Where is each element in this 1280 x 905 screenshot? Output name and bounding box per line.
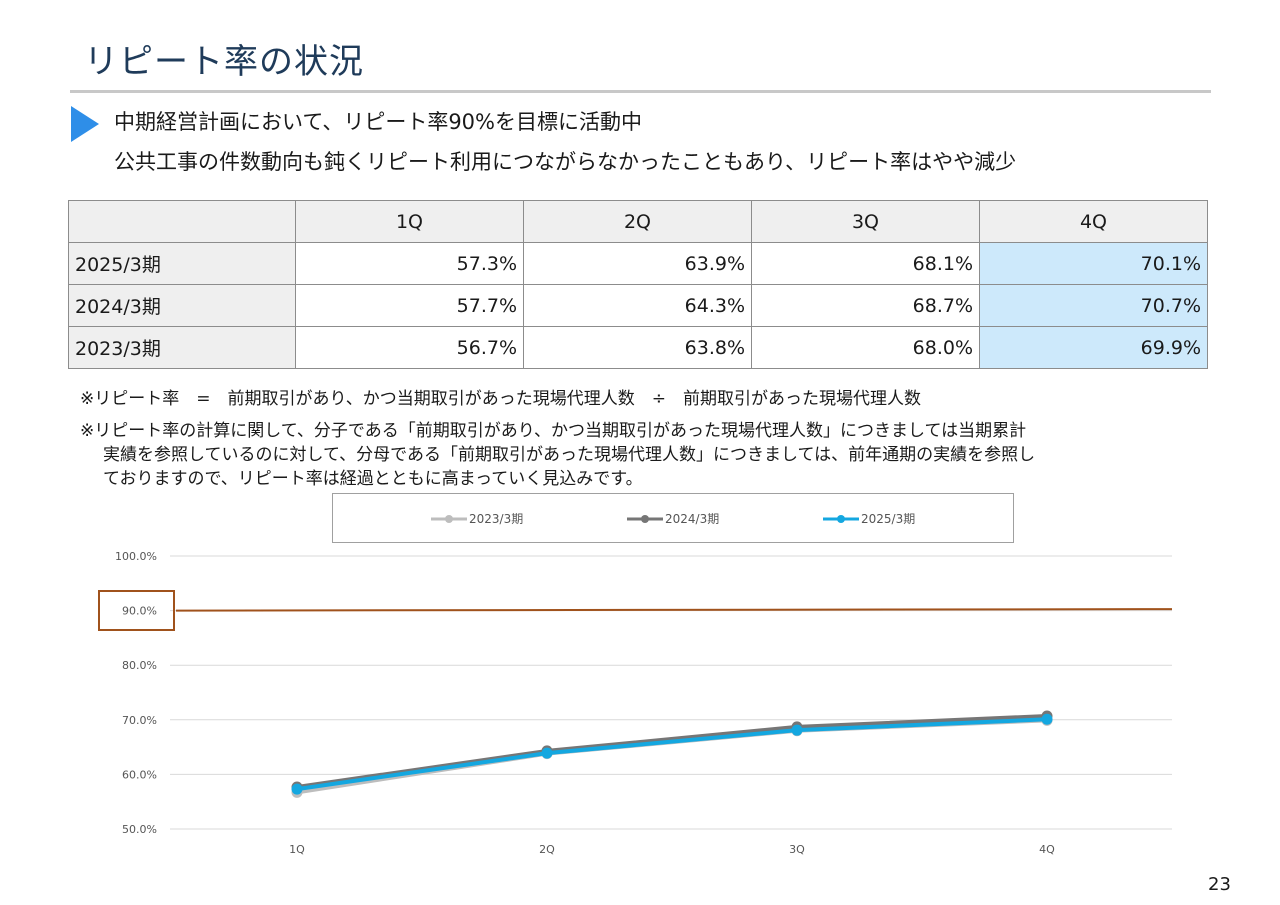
table-cell: 68.0% xyxy=(751,326,980,369)
explanation-note-1: ※リピート率の計算に関して、分子である「前期取引があり、かつ当期取引があった現場… xyxy=(80,421,1027,441)
target-line xyxy=(175,608,1173,612)
slide-title: リピート率の状況 xyxy=(84,42,364,82)
table-header-cell xyxy=(68,200,296,243)
y-tick-label: 60.0% xyxy=(122,768,157,781)
legend-entry-2025: 2025/3期 xyxy=(823,510,915,527)
y-tick-label: 70.0% xyxy=(122,714,157,727)
legend-line-marker-icon xyxy=(431,514,467,523)
lead-text-1: 中期経営計画において、リピート率90%を目標に活動中 xyxy=(114,110,642,134)
table-header-row: 1Q 2Q 3Q 4Q xyxy=(68,200,1208,243)
legend-label: 2024/3期 xyxy=(665,512,720,526)
series-line xyxy=(296,717,1048,792)
y-tick-label: 80.0% xyxy=(122,659,157,672)
legend-line-marker-icon xyxy=(823,514,859,523)
y-tick-label: 50.0% xyxy=(122,823,157,836)
data-point xyxy=(291,783,303,795)
x-tick-label: 1Q xyxy=(289,843,305,856)
y-tick-label: 90.0% xyxy=(122,605,157,618)
table-row: 2023/3期 56.7% 63.8% 68.0% 69.9% xyxy=(68,326,1208,369)
table-cell: 63.9% xyxy=(523,242,752,285)
data-point xyxy=(541,747,553,759)
table-cell: 68.1% xyxy=(751,242,980,285)
table-cell: 56.7% xyxy=(295,326,524,369)
legend-entry-2023: 2023/3期 xyxy=(431,510,523,527)
formula-note: ※リピート率 = 前期取引があり、かつ当期取引があった現場代理人数 ÷ 前期取引… xyxy=(80,389,922,409)
row-label: 2025/3期 xyxy=(68,242,296,285)
legend-label: 2023/3期 xyxy=(469,512,524,526)
table-row: 2024/3期 57.7% 64.3% 68.7% 70.7% xyxy=(68,284,1208,327)
explanation-note-2: 実績を参照しているのに対して、分母である「前期取引があった現場代理人数」につきま… xyxy=(103,445,1036,465)
title-divider xyxy=(70,90,1211,93)
x-tick-label: 4Q xyxy=(1039,843,1055,856)
series-line xyxy=(296,713,1048,789)
table-cell-highlight: 70.1% xyxy=(979,242,1208,285)
page-number: 23 xyxy=(1208,874,1231,895)
table-header-cell: 3Q xyxy=(751,200,980,243)
row-label: 2024/3期 xyxy=(68,284,296,327)
explanation-note-3: ておりますので、リピート率は経過とともに高まっていく見込みです。 xyxy=(103,469,643,489)
lead-text-2: 公共工事の件数動向も鈍くリピート利用につながらなかったこともあり、リピート率はや… xyxy=(114,150,1017,174)
table-header-cell: 2Q xyxy=(523,200,752,243)
chart-legend: 2023/3期 2024/3期 2025/3期 xyxy=(332,493,1014,543)
data-point xyxy=(1041,713,1053,725)
bullet-triangle-icon xyxy=(71,106,99,142)
series-line xyxy=(296,718,1048,795)
row-label: 2023/3期 xyxy=(68,326,296,369)
repeat-rate-table: 1Q 2Q 3Q 4Q 2025/3期 57.3% 63.9% 68.1% 70… xyxy=(68,200,1208,369)
x-tick-label: 3Q xyxy=(789,843,805,856)
table-row: 2025/3期 57.3% 63.9% 68.1% 70.1% xyxy=(68,242,1208,285)
legend-entry-2024: 2024/3期 xyxy=(627,510,719,527)
table-cell: 63.8% xyxy=(523,326,752,369)
target-label-box xyxy=(98,590,175,631)
y-tick-label: 100.0% xyxy=(115,550,157,563)
table-cell-highlight: 70.7% xyxy=(979,284,1208,327)
legend-line-marker-icon xyxy=(627,514,663,523)
table-cell-highlight: 69.9% xyxy=(979,326,1208,369)
x-tick-label: 2Q xyxy=(539,843,555,856)
legend-label: 2025/3期 xyxy=(861,512,916,526)
table-cell: 57.3% xyxy=(295,242,524,285)
table-cell: 57.7% xyxy=(295,284,524,327)
table-header-cell: 1Q xyxy=(295,200,524,243)
data-point xyxy=(791,724,803,736)
